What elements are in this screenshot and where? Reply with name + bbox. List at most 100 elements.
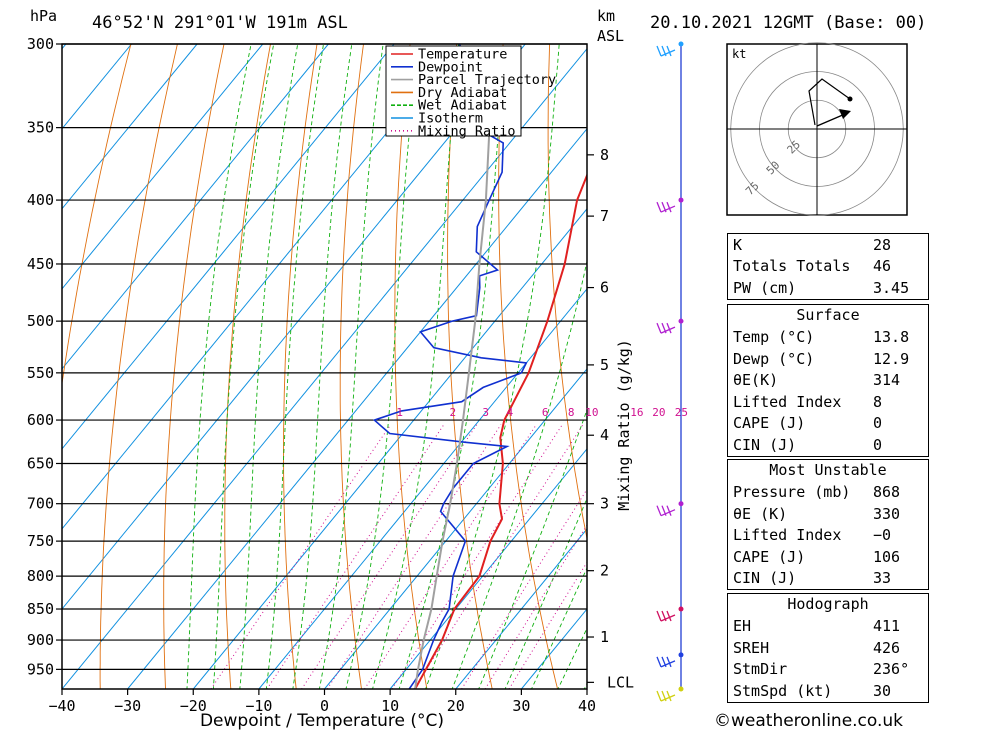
mixing-ratio-line xyxy=(484,524,587,689)
stmdir-value: 236° xyxy=(873,660,910,679)
surface-temp-label: Temp (°C) xyxy=(733,328,815,347)
x-axis-label: Dewpoint / Temperature (°C) xyxy=(200,711,444,731)
storm-motion-arrow xyxy=(816,113,846,127)
x-tick-label: 30 xyxy=(512,697,530,715)
mixing-ratio-line xyxy=(301,424,478,689)
wind-barb-feather xyxy=(666,45,672,57)
most-unstable-panel: Most Unstable Pressure (mb) 868 θE (K) 330… xyxy=(727,459,929,590)
isotherm-line xyxy=(62,44,460,530)
hodograph-unit: kt xyxy=(732,47,746,61)
wind-barb-dot xyxy=(678,652,684,658)
km-tick-label: 2 xyxy=(600,562,609,580)
wet-adiabat-line xyxy=(478,408,587,689)
isotherm-line xyxy=(62,44,329,370)
eh-label: EH xyxy=(733,617,752,636)
wind-barb xyxy=(656,322,676,334)
x-tick-label: −10 xyxy=(245,697,272,715)
wind-barb-feather xyxy=(666,505,672,516)
wet-adiabat-line xyxy=(425,44,560,689)
dry-adiabat-line xyxy=(99,44,178,689)
wind-barb-dot xyxy=(678,318,684,324)
wind-barb-feather xyxy=(656,505,662,516)
hodograph-end-dot xyxy=(847,96,853,102)
stmspd-value: 30 xyxy=(873,681,892,700)
mixing-ratio-label: 1 xyxy=(396,406,403,419)
km-tick-label: 1 xyxy=(600,628,609,646)
pressure-unit-label: hPa xyxy=(30,7,57,25)
mixing-ratio-line xyxy=(508,561,587,689)
wind-barb-feather xyxy=(656,45,662,57)
mixing-ratio-label: 3 xyxy=(482,406,489,419)
pw-value: 3.45 xyxy=(873,278,910,297)
hodograph-stats-title: Hodograph xyxy=(787,595,869,613)
dry-adiabat-line xyxy=(283,44,318,689)
wind-barb-feather xyxy=(656,322,662,334)
km-tick-label: 5 xyxy=(600,356,609,374)
wind-barb-feather xyxy=(656,690,662,702)
mu-li-label: Lifted Index xyxy=(733,526,842,545)
pressure-tick-label: 800 xyxy=(27,567,54,585)
pressure-tick-label: 450 xyxy=(27,255,54,273)
wet-adiabat-line xyxy=(318,44,384,689)
asl-unit-label: ASL xyxy=(597,27,624,45)
sreh-label: SREH xyxy=(733,638,770,657)
mixing-ratio-line xyxy=(364,424,537,689)
mu-pressure-label: Pressure (mb) xyxy=(733,483,851,502)
mixing-ratio-label: 6 xyxy=(542,406,549,419)
wind-barb-dot xyxy=(678,501,684,507)
x-tick-label: 0 xyxy=(320,697,329,715)
storm-motion-arrowhead xyxy=(839,109,851,119)
pressure-tick-label: 600 xyxy=(27,411,54,429)
x-tick-label: 20 xyxy=(447,697,465,715)
most-unstable-title: Most Unstable xyxy=(769,461,887,479)
wind-barb-feather xyxy=(666,322,672,334)
surface-panel: Surface Temp (°C) 13.8 Dewp (°C) 12.9 θE(K… xyxy=(727,304,929,457)
legend-label: Temperature xyxy=(418,47,507,63)
parcel-trajectory-line xyxy=(414,61,492,689)
km-tick-label: 7 xyxy=(600,207,609,225)
x-tick-label: −20 xyxy=(180,697,207,715)
x-tick-label: −30 xyxy=(114,697,141,715)
dry-adiabat-line xyxy=(922,44,1000,697)
isotherm-line xyxy=(258,288,587,689)
wind-barb xyxy=(656,505,676,517)
surface-cin-label: CIN (J) xyxy=(733,435,797,454)
eh-value: 411 xyxy=(873,617,901,636)
wind-barb-staff xyxy=(660,694,676,702)
wind-barb-dot xyxy=(678,41,684,47)
wet-adiabat-line xyxy=(212,44,275,689)
wind-barb-staff xyxy=(660,326,676,334)
wind-barb-staff xyxy=(660,614,676,622)
surface-dewp-value: 12.9 xyxy=(873,349,910,368)
temperature-line xyxy=(414,172,587,689)
km-tick-label: LCL xyxy=(607,673,634,691)
k-index-value: 28 xyxy=(873,235,892,254)
mu-thetae-value: 330 xyxy=(873,504,901,523)
totals-totals-label: Totals Totals xyxy=(733,257,851,276)
isotherm-line xyxy=(455,528,587,689)
surface-temp-value: 13.8 xyxy=(873,328,910,347)
dry-adiabat-line xyxy=(596,44,691,697)
surface-thetae-label: θE(K) xyxy=(733,371,779,390)
copyright-footer[interactable]: ©weatheronline.co.uk xyxy=(714,711,904,731)
wind-barb-feather xyxy=(656,610,662,622)
mixing-ratio-line xyxy=(461,488,587,689)
dry-adiabat-line xyxy=(394,44,428,689)
mixing-ratio-label: 16 xyxy=(630,406,643,419)
pressure-tick-label: 700 xyxy=(27,495,54,513)
km-tick-label: 4 xyxy=(600,426,609,444)
pressure-tick-label: 400 xyxy=(27,191,54,209)
wind-barb-staff xyxy=(660,509,676,517)
surface-li-value: 8 xyxy=(873,392,883,411)
mu-cape-label: CAPE (J) xyxy=(733,547,806,566)
mu-pressure-value: 868 xyxy=(873,483,901,502)
mixing-ratio-line xyxy=(326,424,502,689)
hodograph-trace xyxy=(808,78,851,126)
km-tick-label: 6 xyxy=(600,279,609,297)
indices-panel: K 28 Totals Totals 46 PW (cm) 3.45 xyxy=(727,233,929,300)
wet-adiabat-line xyxy=(345,44,419,689)
legend-label: Parcel Trajectory xyxy=(418,72,556,88)
wind-barb-staff xyxy=(660,205,676,213)
